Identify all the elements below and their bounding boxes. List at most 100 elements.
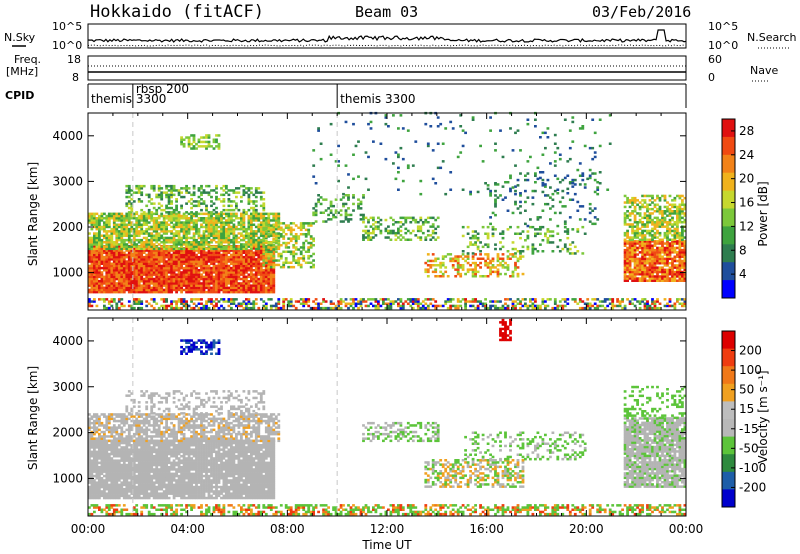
data-cell: [130, 227, 134, 231]
data-cell: [661, 268, 664, 272]
data-cell: [202, 290, 206, 294]
data-cell: [259, 288, 263, 292]
data-cell: [190, 284, 193, 287]
data-cell: [185, 136, 188, 139]
data-cell: [456, 255, 460, 258]
data-cell: [404, 238, 408, 241]
data-cell: [135, 212, 139, 216]
data-cell: [257, 238, 261, 242]
data-cell: [272, 237, 276, 240]
data-cell: [262, 290, 266, 294]
data-cell: [623, 268, 627, 272]
data-cell: [292, 250, 296, 253]
data-cell: [170, 236, 173, 240]
data-cell: [105, 269, 109, 272]
data-cell: [474, 261, 477, 265]
data-cell: [521, 250, 525, 253]
data-cell: [571, 178, 575, 182]
data-cell: [95, 243, 99, 246]
data-cell: [212, 304, 216, 308]
data-cell: [449, 300, 453, 303]
data-cell: [180, 298, 183, 301]
data-cell: [262, 226, 266, 229]
data-cell: [172, 251, 176, 254]
data-cell: [404, 231, 408, 235]
data-cell: [132, 236, 136, 240]
data-cell: [137, 191, 141, 194]
data-cell: [683, 268, 687, 272]
data-cell: [167, 236, 171, 240]
data-cell: [172, 238, 176, 242]
data-cell: [399, 229, 403, 233]
data-cell: [227, 200, 231, 203]
data-cell: [103, 241, 106, 244]
data-cell: [197, 227, 201, 231]
data-cell: [142, 260, 146, 263]
data-cell: [656, 251, 659, 254]
data-cell: [195, 264, 198, 268]
data-cell: [230, 255, 233, 259]
data-cell: [661, 273, 664, 276]
data-cell: [252, 302, 256, 305]
data-cell: [384, 229, 388, 233]
data-cell: [165, 262, 168, 265]
data-cell: [424, 298, 428, 301]
data-cell: [177, 262, 181, 265]
data-cell: [272, 257, 276, 260]
data-cell: [202, 269, 206, 272]
data-cell: [147, 214, 151, 218]
data-cell: [416, 229, 420, 233]
data-cell: [170, 212, 173, 216]
data-cell: [663, 253, 667, 256]
data-cell: [135, 280, 139, 283]
data-cell: [302, 300, 306, 303]
data-cell: [175, 273, 178, 276]
data-cell: [643, 259, 647, 263]
data-cell: [117, 298, 121, 301]
data-cell: [259, 255, 263, 259]
data-cell: [127, 262, 131, 265]
data-cell: [170, 302, 173, 305]
data-cell: [299, 265, 303, 269]
data-cell: [117, 300, 121, 303]
data-cell: [157, 243, 161, 246]
data-cell: [434, 264, 438, 267]
data-cell: [215, 225, 218, 229]
data-cell: [162, 288, 166, 292]
data-cell: [658, 275, 662, 278]
data-cell: [245, 191, 248, 194]
data-cell: [357, 202, 360, 206]
data-cell: [259, 241, 263, 244]
data-cell: [235, 217, 238, 220]
data-cell: [175, 206, 178, 210]
data-cell: [663, 231, 667, 235]
data-cell: [132, 230, 136, 233]
data-cell: [185, 282, 188, 285]
data-cell: [284, 233, 288, 236]
data-cell: [140, 219, 144, 222]
data-cell: [641, 246, 644, 250]
data-cell: [202, 219, 206, 222]
data-cell: [122, 227, 126, 231]
data-cell: [115, 273, 119, 276]
data-cell: [444, 270, 448, 274]
data-cell: [272, 277, 276, 281]
data-cell: [232, 227, 236, 231]
data-cell: [170, 217, 173, 220]
data-cell: [247, 208, 251, 212]
data-cell: [132, 284, 136, 287]
data-cell: [653, 257, 657, 261]
data-cell: [406, 298, 410, 301]
data-cell: [588, 176, 592, 180]
data-cell: [103, 266, 106, 270]
data-cell: [494, 202, 497, 206]
data-cell: [175, 284, 178, 287]
data-cell: [112, 241, 116, 244]
data-cell: [678, 257, 682, 261]
data-cell: [107, 221, 111, 224]
data-cell: [107, 212, 111, 216]
data-cell: [225, 241, 228, 244]
data-cell: [673, 236, 677, 239]
data-cell: [88, 280, 91, 283]
data-cell: [190, 251, 193, 254]
